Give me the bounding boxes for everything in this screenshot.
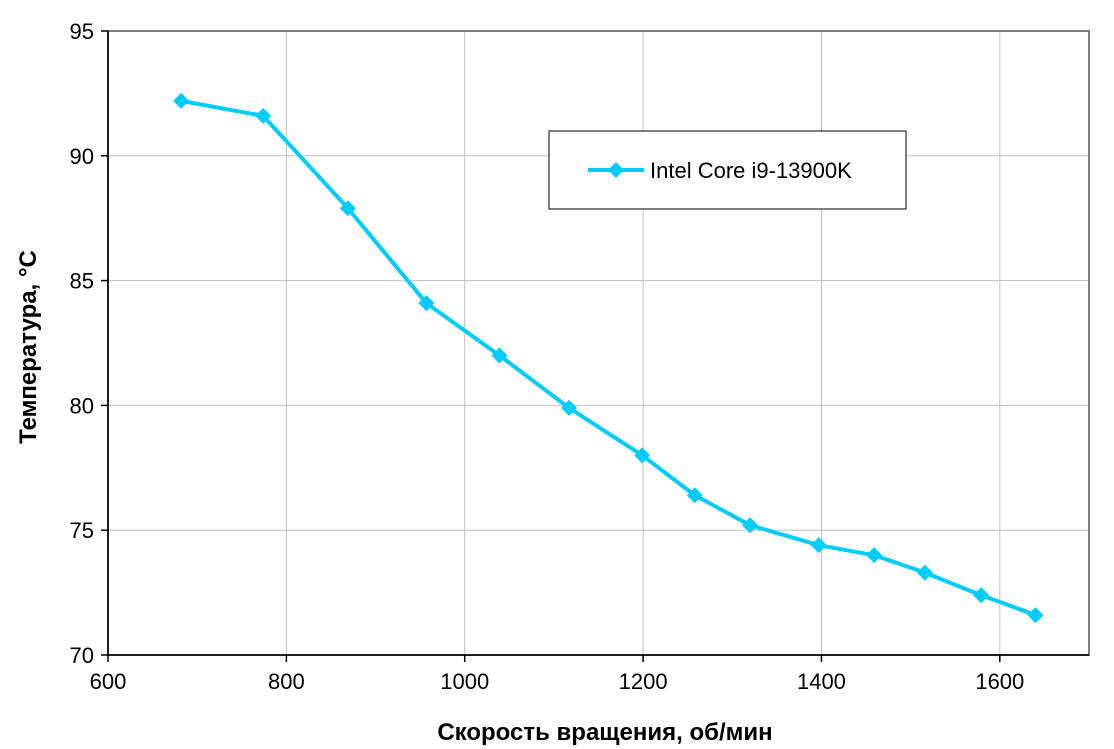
data-point-marker [418,295,435,312]
data-point-marker [255,107,272,124]
data-point-marker [173,92,190,109]
y-tick-label: 70 [70,643,94,668]
plot-area [108,31,1089,655]
data-point-marker [866,547,883,564]
x-tick-label: 1600 [975,669,1024,694]
x-tick-label: 1000 [440,669,489,694]
data-point-marker [973,587,990,604]
data-point-marker [339,200,356,217]
y-tick-label: 95 [70,19,94,44]
data-point-marker [810,537,827,554]
data-point-marker [491,347,508,364]
axes [101,30,1089,662]
legend-marker [608,162,624,178]
data-point-marker [742,517,759,534]
x-tick-label: 800 [268,669,305,694]
data-point-marker [561,399,578,416]
data-point-marker [916,564,933,581]
x-tick-label: 600 [90,669,127,694]
data-point-marker [686,487,703,504]
data-point-marker [1027,607,1044,624]
x-axis-title: Скорость вращения, об/мин [437,719,772,746]
x-tick-label: 1200 [619,669,668,694]
y-axis-title: Температура, °C [15,250,42,444]
legend: Intel Core i9-13900K [548,130,907,210]
series-line [180,98,1037,617]
x-tick-label: 1400 [797,669,846,694]
y-tick-label: 75 [70,518,94,543]
series-layer [173,92,1044,624]
tick-labels: 600 800 1000 1200 1400 1600 70 75 80 85 90 95 [70,19,1025,694]
data-point-marker [634,447,651,464]
legend-label: Intel Core i9-13900K [650,158,852,183]
y-tick-label: 85 [70,269,94,294]
y-tick-label: 80 [70,393,94,418]
y-tick-label: 90 [70,144,94,169]
